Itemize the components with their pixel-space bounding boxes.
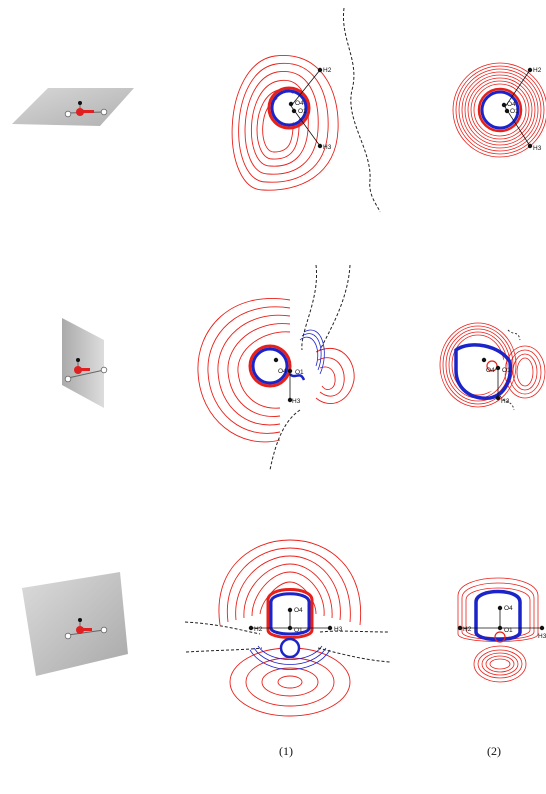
column-caption-1: (1) — [279, 744, 293, 758]
contour-panel-row-2-col-1: O4 O1 H3 — [197, 264, 355, 471]
atom-label: H3 — [538, 633, 546, 640]
atom-label: H2 — [254, 626, 263, 633]
atom-label: H3 — [334, 626, 343, 633]
contour-panel-row-1-col-1: H2 O4 O1 H3 — [231, 7, 381, 213]
atom-label: O1 — [504, 627, 513, 634]
column-caption-2: (2) — [487, 744, 501, 758]
atom-label: O4 — [504, 605, 513, 612]
atom-label: O4 — [295, 100, 304, 107]
atom-label: O1 — [294, 627, 303, 634]
atom-label: H3 — [292, 398, 301, 405]
row-1: H2 O4 O1 H3 — [12, 7, 546, 213]
atom-label: H2 — [533, 67, 542, 74]
contour-panel-row-3-col-1: O4 H2 O1 H3 — [184, 539, 391, 717]
contour-panel-row-2-col-2: O4 O1 H3 — [439, 322, 546, 411]
atom-label: O4 — [507, 101, 516, 108]
atom-label: O1 — [510, 108, 519, 115]
atom-label: H3 — [323, 144, 332, 151]
plane-icon-row-3 — [22, 572, 128, 676]
row-2: O4 O1 H3 O4 — [62, 264, 546, 471]
atom-label: H2 — [323, 67, 332, 74]
atom-label: O1 — [502, 367, 511, 374]
atom-label: O4 — [486, 367, 495, 374]
atom-label: O1 — [298, 108, 307, 115]
atom-label: O4 — [278, 368, 287, 375]
row-3: O4 H2 O1 H3 O4 — [22, 539, 546, 717]
plane-icon-row-2 — [62, 318, 108, 408]
atom-label: O1 — [295, 369, 304, 376]
atom-label: H3 — [501, 398, 510, 405]
atom-label: O4 — [294, 607, 303, 614]
atom-label: H3 — [533, 145, 542, 152]
contour-panel-row-3-col-2: O4 H2 O1 H3 — [457, 577, 546, 683]
contour-panel-row-2-col-2-r1: H2 O4 O1 H3 — [452, 62, 546, 158]
atom-label: H2 — [463, 626, 472, 633]
plane-icon-row-1 — [12, 88, 134, 126]
